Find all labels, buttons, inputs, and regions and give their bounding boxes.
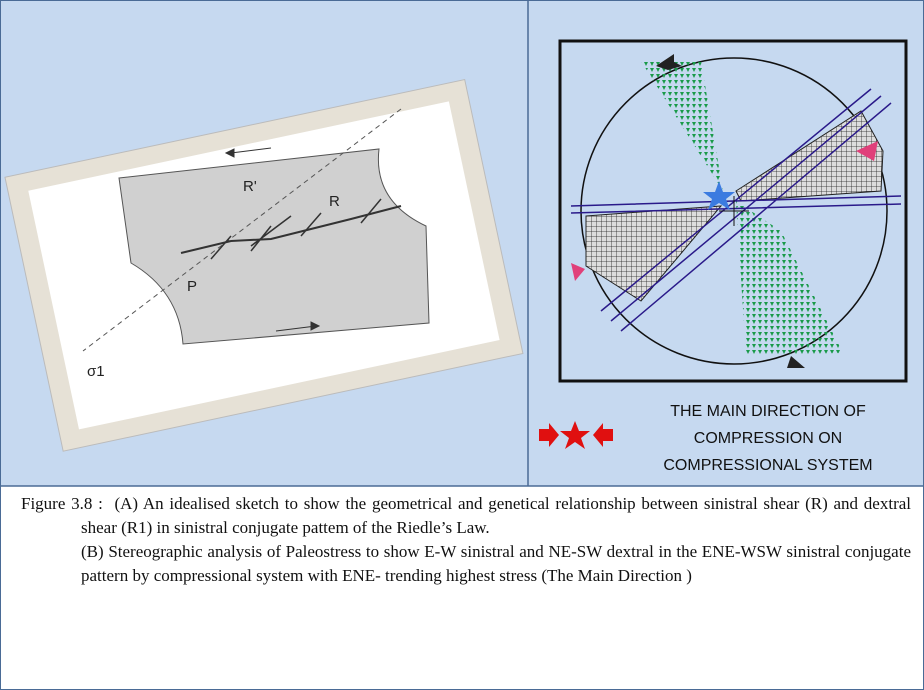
- label-r-prime: R': [243, 178, 257, 195]
- caption-part-b: (B) Stereographic analysis of Paleostres…: [21, 540, 911, 588]
- legend-text: THE MAIN DIRECTION OF: [670, 403, 866, 420]
- caption-label: Figure 3.8 :: [21, 494, 103, 513]
- label-sigma: σ1: [87, 363, 105, 380]
- label-p: P: [187, 278, 197, 295]
- caption-a: Figure 3.8 : (A) An idealised sketch to …: [21, 492, 911, 540]
- legend-text: COMPRESSIONAL SYSTEM: [663, 457, 872, 474]
- label-r: R: [329, 193, 340, 210]
- legend-text: COMPRESSION ON: [694, 430, 842, 447]
- page: R' R P σ1 THE MAIN DIRECTION OF COMPRESS…: [0, 0, 924, 690]
- caption: Figure 3.8 : (A) An idealised sketch to …: [21, 492, 911, 588]
- caption-part-a: (A) An idealised sketch to show the geom…: [81, 494, 911, 537]
- figure: R' R P σ1 THE MAIN DIRECTION OF COMPRESS…: [1, 1, 923, 489]
